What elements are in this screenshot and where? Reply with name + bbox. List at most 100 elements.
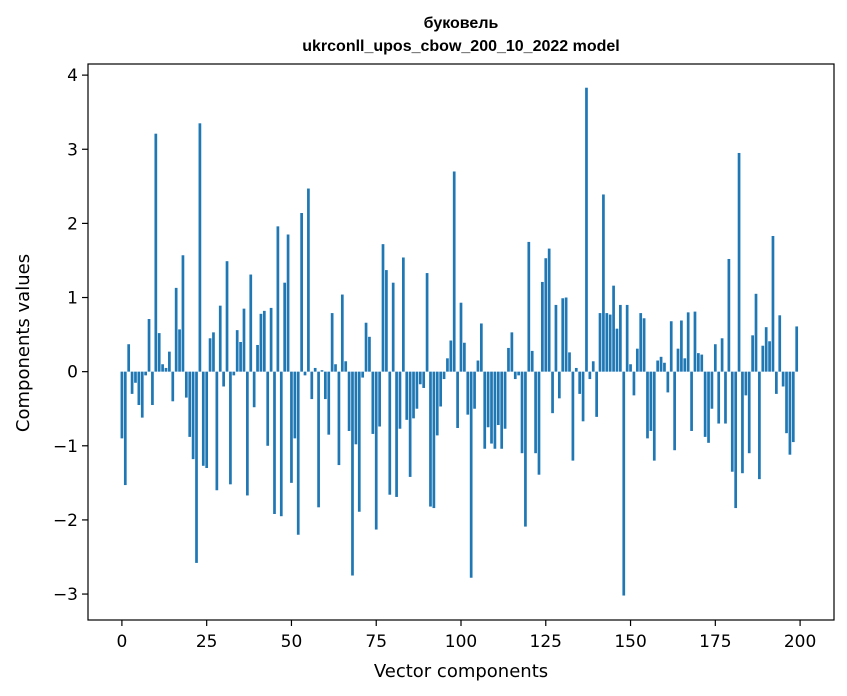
bar xyxy=(754,293,758,372)
y-tick-label: 0 xyxy=(67,363,78,383)
bar xyxy=(181,255,185,372)
bar xyxy=(534,371,537,454)
bar xyxy=(201,371,205,466)
bar xyxy=(758,371,761,480)
bar xyxy=(232,371,236,376)
bars-group xyxy=(120,87,799,596)
bar xyxy=(405,371,409,420)
bar xyxy=(707,371,710,443)
bar xyxy=(676,348,680,372)
bar xyxy=(418,371,422,385)
bar xyxy=(581,371,585,422)
bar xyxy=(710,371,714,409)
bar xyxy=(585,87,588,372)
bar xyxy=(412,371,415,419)
bar xyxy=(456,371,459,428)
bar xyxy=(571,371,575,461)
bar xyxy=(544,258,548,372)
bar xyxy=(415,371,419,409)
bar xyxy=(157,333,161,372)
bar xyxy=(371,371,375,434)
bar xyxy=(249,274,253,372)
y-axis-label: Components values xyxy=(13,254,34,432)
bar xyxy=(459,302,463,372)
bar xyxy=(269,307,273,372)
y-tick-label: −3 xyxy=(53,585,78,605)
bar xyxy=(188,371,192,437)
bar xyxy=(296,371,300,535)
bar xyxy=(174,287,178,372)
bar xyxy=(354,371,358,445)
bar xyxy=(768,341,771,372)
bar xyxy=(351,371,354,576)
bar xyxy=(510,332,514,372)
bar xyxy=(252,371,256,408)
bar xyxy=(561,298,565,372)
bar xyxy=(632,371,636,396)
bar xyxy=(256,344,259,372)
bar xyxy=(429,371,432,507)
bar xyxy=(598,313,602,372)
bar xyxy=(191,371,195,460)
bar xyxy=(486,371,490,428)
bar xyxy=(364,322,368,372)
bar xyxy=(693,311,697,372)
bar xyxy=(347,371,351,431)
bar xyxy=(734,371,738,509)
chart-title-line1: буковель xyxy=(424,15,499,32)
bar xyxy=(466,371,470,415)
bar xyxy=(500,371,504,449)
bar xyxy=(361,371,365,378)
bar xyxy=(483,371,487,449)
bar xyxy=(242,308,246,372)
bar xyxy=(435,371,439,436)
bar xyxy=(357,371,361,512)
bar xyxy=(652,371,656,461)
bar xyxy=(686,312,690,372)
bar xyxy=(225,261,229,372)
bar xyxy=(612,285,615,372)
bar xyxy=(697,353,700,372)
bar xyxy=(374,371,378,530)
bar xyxy=(524,371,527,527)
bar xyxy=(439,371,443,407)
bar xyxy=(527,241,531,372)
y-tick-label: 4 xyxy=(67,66,78,86)
bar xyxy=(222,371,225,387)
x-tick-label: 50 xyxy=(281,632,303,652)
bar xyxy=(127,344,131,372)
bar xyxy=(629,364,632,372)
bar xyxy=(673,371,676,451)
bar xyxy=(212,332,215,372)
bar xyxy=(507,347,510,372)
bar xyxy=(320,370,324,372)
bar xyxy=(391,282,395,372)
bar xyxy=(656,360,660,372)
bar xyxy=(310,371,314,400)
bar xyxy=(608,314,612,372)
bar xyxy=(130,371,134,394)
bar xyxy=(229,371,232,485)
bar xyxy=(781,371,785,387)
bar xyxy=(276,226,280,372)
bar xyxy=(476,360,480,372)
bar xyxy=(378,371,381,427)
bar xyxy=(591,361,595,372)
bar xyxy=(537,371,541,475)
bar xyxy=(642,318,646,372)
bar xyxy=(795,326,799,372)
bar xyxy=(208,338,212,372)
bar xyxy=(496,371,500,426)
bar xyxy=(123,371,127,486)
x-tick-label: 150 xyxy=(614,632,646,652)
bar xyxy=(195,371,198,563)
bar xyxy=(513,371,517,380)
bar xyxy=(669,321,673,372)
y-tick-label: 3 xyxy=(67,140,78,160)
bar xyxy=(368,336,371,372)
bar xyxy=(385,270,388,372)
bar xyxy=(683,358,687,372)
bar xyxy=(307,188,310,372)
bar xyxy=(554,304,558,372)
bar xyxy=(639,313,643,372)
